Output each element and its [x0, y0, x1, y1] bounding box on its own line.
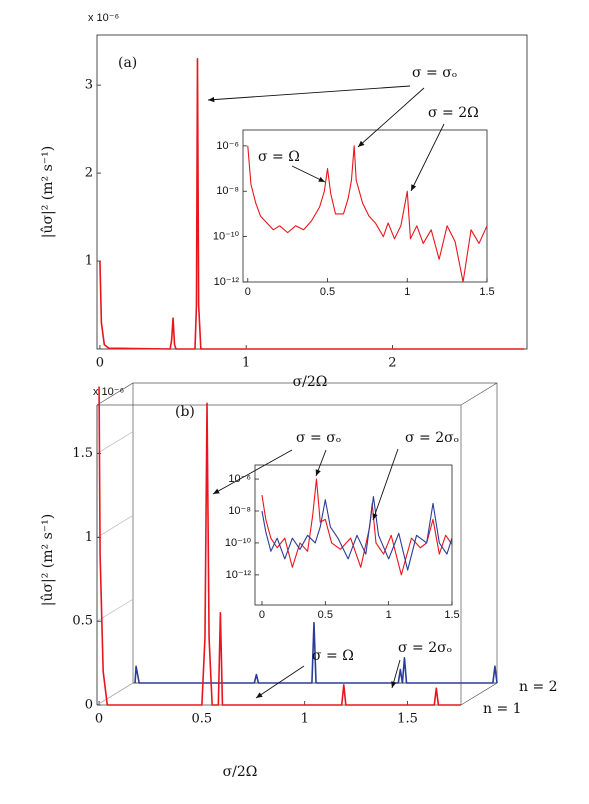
- chart: 0 0.5 1 1.5 0 0.5 1 1.5 n = 2 n = 1: [72, 382, 558, 727]
- y-tick-label: 1.5: [72, 446, 93, 461]
- series-label: n = 1: [483, 701, 522, 717]
- y-tick-label: 3: [85, 78, 93, 93]
- x-tick-label: 2: [388, 356, 396, 371]
- x-tick-label: 1.5: [397, 712, 418, 727]
- x-tick-label: 0: [96, 356, 104, 371]
- y-tick-label: 10⁻¹²: [226, 569, 252, 581]
- grid-line: [96, 431, 134, 454]
- grid-line: [96, 515, 134, 538]
- y-tick-label: 0.5: [72, 614, 93, 629]
- arrow: [207, 85, 411, 103]
- y-tick-label: 10⁻¹⁰: [213, 231, 240, 243]
- series-line: [99, 57, 525, 350]
- y-axis-label: |ûσ|² (m² s⁻¹): [40, 146, 56, 239]
- chart: 0 1 2 1 2 3: [85, 34, 528, 371]
- series-label: n = 2: [519, 679, 558, 695]
- y-tick-label: 10⁻⁶: [216, 140, 239, 152]
- labels: (a) x 10⁻⁶ σ/2Ω |ûσ|² (m² s⁻¹) σ = σₒ σ …: [40, 12, 479, 780]
- series-line: [261, 496, 453, 571]
- annotation: σ = 2Ω: [428, 105, 479, 121]
- grid-line: [96, 598, 134, 622]
- series-line: [261, 478, 453, 576]
- x-tick-label: 0: [95, 712, 103, 727]
- x-tick-label: 1: [242, 356, 250, 371]
- arrow: [372, 448, 399, 521]
- x-tick-label: 1.5: [479, 286, 494, 298]
- arrow: [391, 659, 401, 689]
- chart: 0 0.5 1 1.5 10⁻⁶ 10⁻⁸ 10⁻¹⁰ 10⁻¹²: [213, 129, 495, 298]
- y-tick-label: 1: [85, 254, 93, 269]
- y-tick-label: 2: [85, 166, 93, 181]
- x-tick-label: 1: [301, 712, 309, 727]
- annotation: σ = Ω: [258, 149, 300, 165]
- inset-background: [254, 464, 453, 606]
- annotation: σ = σₒ: [296, 430, 341, 446]
- x-tick-label: 0.5: [192, 712, 213, 727]
- y-multiplier: x 10⁻⁶: [88, 12, 119, 24]
- series-line: [134, 621, 498, 684]
- arrow: [212, 449, 293, 495]
- series-line: [98, 386, 461, 706]
- arrow: [255, 665, 305, 699]
- x-tick-label: 1.5: [444, 609, 459, 621]
- x-tick-label: 1: [404, 286, 410, 298]
- annotation: σ = 2σₒ: [398, 640, 452, 656]
- x-tick-label: 1: [386, 609, 392, 621]
- y-tick-label: 10⁻⁸: [216, 185, 239, 197]
- x-tick-label: 0: [259, 609, 265, 621]
- annotation: σ = Ω: [312, 648, 354, 664]
- inset-background: [242, 129, 488, 283]
- panel-label: (b): [175, 404, 195, 420]
- x-tick-label: 0.5: [320, 286, 335, 298]
- annotation: σ = σₒ: [412, 65, 457, 81]
- plot-layer: 0 1 2 1 2 3 0 0.5 1 1.5 10⁻⁶ 10⁻⁸ 10⁻¹⁰ 10⁻¹² 0 0.5 1 1.5…: [72, 34, 558, 727]
- arrow: [357, 87, 425, 148]
- annotation: σ = 2σₒ: [405, 430, 459, 446]
- arrow: [410, 123, 445, 192]
- x-tick-label: 0.5: [318, 609, 333, 621]
- panel-label: (a): [118, 55, 137, 71]
- x-axis-label: σ/2Ω: [223, 764, 258, 780]
- y-tick-label: 10⁻¹⁰: [225, 537, 252, 549]
- x-tick-label: 0: [245, 286, 251, 298]
- y-tick-label: 10⁻⁸: [228, 505, 251, 517]
- x-axis-label: σ/2Ω: [293, 374, 328, 390]
- y-tick-label: 0: [85, 698, 93, 713]
- arrow: [291, 165, 326, 183]
- y-tick-label: 1: [85, 530, 93, 545]
- grid-line: [96, 682, 134, 706]
- y-axis-label: |ûσ|² (m² s⁻¹): [40, 514, 56, 607]
- arrow: [315, 449, 327, 477]
- series-line: [247, 145, 488, 283]
- y-tick-label: 10⁻¹²: [214, 276, 240, 288]
- y-multiplier: x 10⁻⁶: [93, 386, 124, 398]
